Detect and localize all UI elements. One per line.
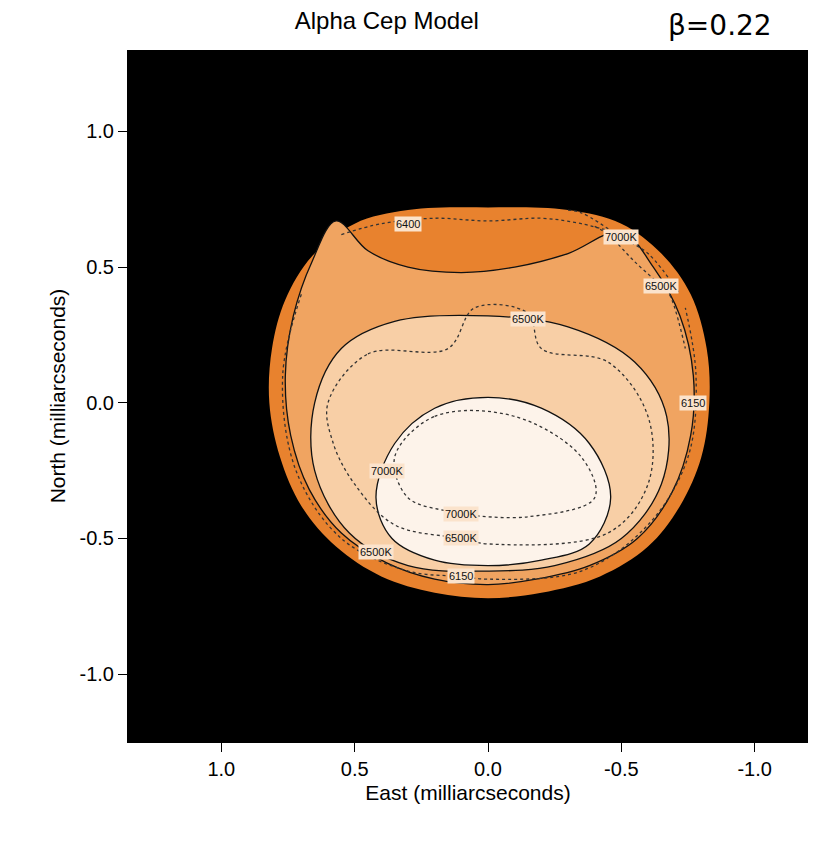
svg-text:-0.5: -0.5 (80, 527, 114, 549)
svg-text:6400: 6400 (396, 218, 420, 230)
svg-text:6150: 6150 (681, 397, 705, 409)
svg-text:1.0: 1.0 (86, 120, 114, 142)
svg-text:6500K: 6500K (445, 532, 477, 544)
svg-text:0.0: 0.0 (86, 392, 114, 414)
svg-text:6500K: 6500K (645, 280, 677, 292)
svg-text:0.5: 0.5 (86, 256, 114, 278)
svg-text:7000K: 7000K (371, 465, 403, 477)
svg-text:-0.5: -0.5 (604, 758, 638, 780)
svg-text:0.0: 0.0 (474, 758, 502, 780)
svg-text:6150: 6150 (449, 570, 473, 582)
svg-text:6500K: 6500K (512, 313, 544, 325)
svg-text:Alpha Cep Model: Alpha Cep Model (295, 7, 479, 34)
svg-text:North (milliarcseconds): North (milliarcseconds) (46, 289, 69, 504)
svg-text:-1.0: -1.0 (80, 663, 114, 685)
svg-text:East (milliarcseconds): East (milliarcseconds) (365, 781, 570, 804)
svg-text:0.5: 0.5 (341, 758, 369, 780)
svg-text:β=0.22: β=0.22 (668, 9, 772, 42)
svg-text:7000K: 7000K (445, 508, 477, 520)
svg-text:-1.0: -1.0 (737, 758, 771, 780)
svg-text:1.0: 1.0 (207, 758, 235, 780)
svg-text:6500K: 6500K (360, 546, 392, 558)
svg-text:7000K: 7000K (605, 231, 637, 243)
